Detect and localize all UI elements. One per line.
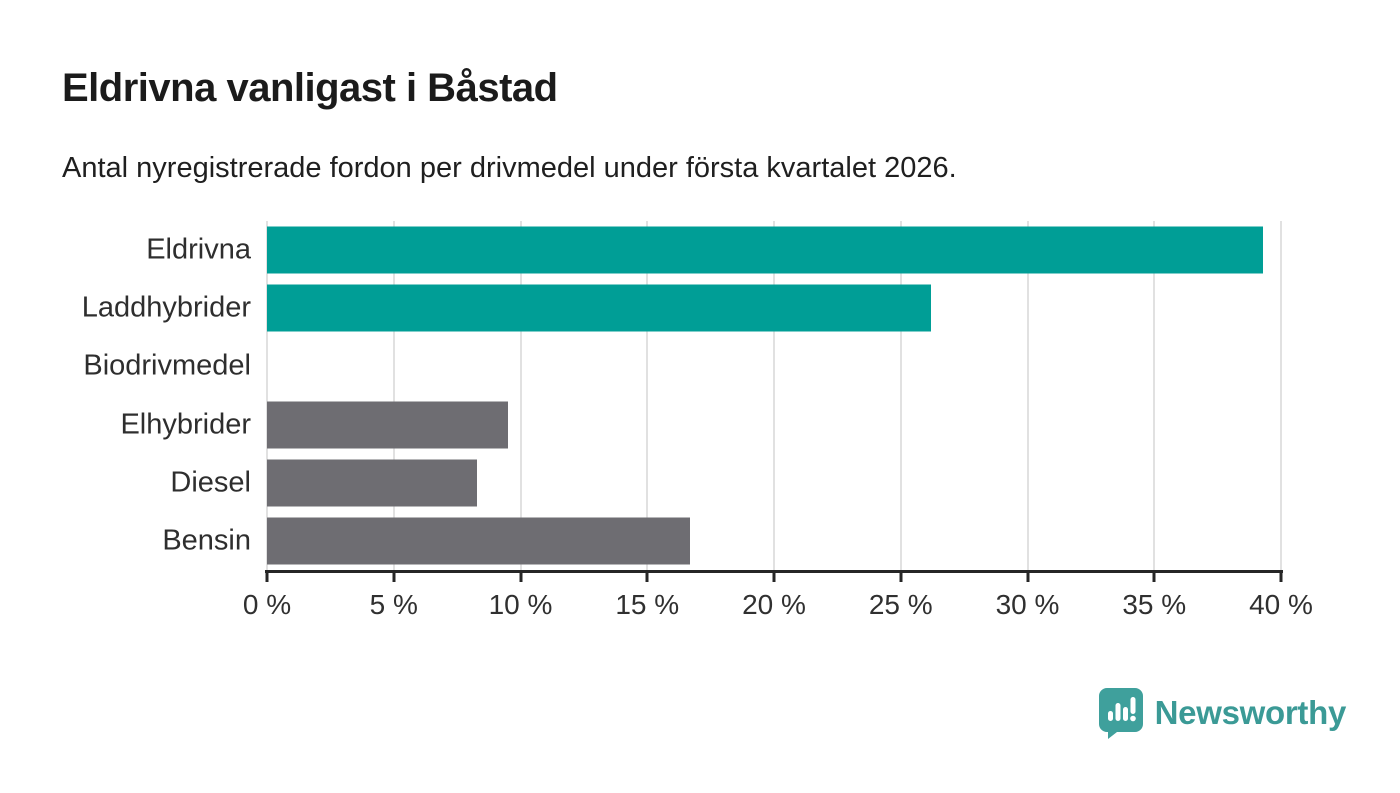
- category-label: Eldrivna: [146, 233, 251, 266]
- bar: [267, 459, 478, 507]
- bar-row: Laddhybrider: [82, 279, 1281, 337]
- gridline: [1280, 221, 1282, 570]
- axis-tick: [899, 573, 903, 582]
- gridline: [519, 221, 522, 570]
- axis-tick: [772, 573, 776, 582]
- axis-tick: [1026, 573, 1029, 582]
- gridline: [266, 221, 268, 570]
- gridline: [392, 221, 395, 570]
- axis-tick-label: 5 %: [369, 589, 418, 620]
- gridline: [773, 221, 775, 570]
- gridline: [1026, 221, 1029, 570]
- chart-subtitle: Antal nyregistrerade fordon per drivmede…: [62, 152, 957, 184]
- axis-tick-label: 20 %: [742, 589, 806, 620]
- category-label: Biodrivmedel: [83, 349, 251, 382]
- category-label: Diesel: [170, 466, 251, 499]
- category-label: Elhybrider: [120, 408, 251, 441]
- bar-chart-plot-area: Eldrivna Laddhybrider Biodrivmedel Elhybrid…: [82, 221, 1313, 620]
- axis-tick-label: 35 %: [1122, 589, 1187, 620]
- axis-tick: [645, 573, 649, 582]
- newsworthy-logo: Newsworthy: [1098, 688, 1347, 739]
- axis-tick: [265, 573, 269, 582]
- x-axis-line: [265, 570, 1283, 573]
- bar: [267, 226, 1264, 274]
- axis-tick: [1279, 573, 1283, 582]
- axis-tick: [1152, 573, 1156, 582]
- axis-tick: [519, 573, 522, 582]
- bar: [267, 284, 932, 332]
- axis-tick: [392, 573, 396, 582]
- category-label: Bensin: [162, 524, 251, 557]
- axis-tick-label: 40 %: [1249, 589, 1313, 620]
- bar-row: Elhybrider: [120, 396, 1281, 454]
- category-label: Laddhybrider: [81, 291, 251, 324]
- page-title: Eldrivna vanligast i Båstad: [62, 66, 558, 110]
- axis-tick-label: 25 %: [868, 589, 933, 620]
- gridline: [646, 221, 649, 570]
- newsworthy-badge-icon: [1098, 688, 1143, 739]
- gridline: [1153, 221, 1156, 570]
- axis-tick-label: 30 %: [995, 589, 1060, 620]
- newsworthy-wordmark: Newsworthy: [1154, 694, 1347, 731]
- bar-row: Eldrivna: [146, 221, 1281, 279]
- bar-row: Diesel: [170, 454, 1281, 512]
- bar: [267, 517, 691, 565]
- bar-row: Biodrivmedel: [83, 337, 1281, 395]
- bar-row: Bensin: [162, 512, 1281, 570]
- axis-tick-label: 15 %: [615, 589, 680, 620]
- bar: [267, 401, 508, 449]
- axis-tick-label: 0 %: [242, 589, 292, 620]
- gridline: [899, 221, 902, 570]
- axis-tick-label: 10 %: [488, 589, 553, 620]
